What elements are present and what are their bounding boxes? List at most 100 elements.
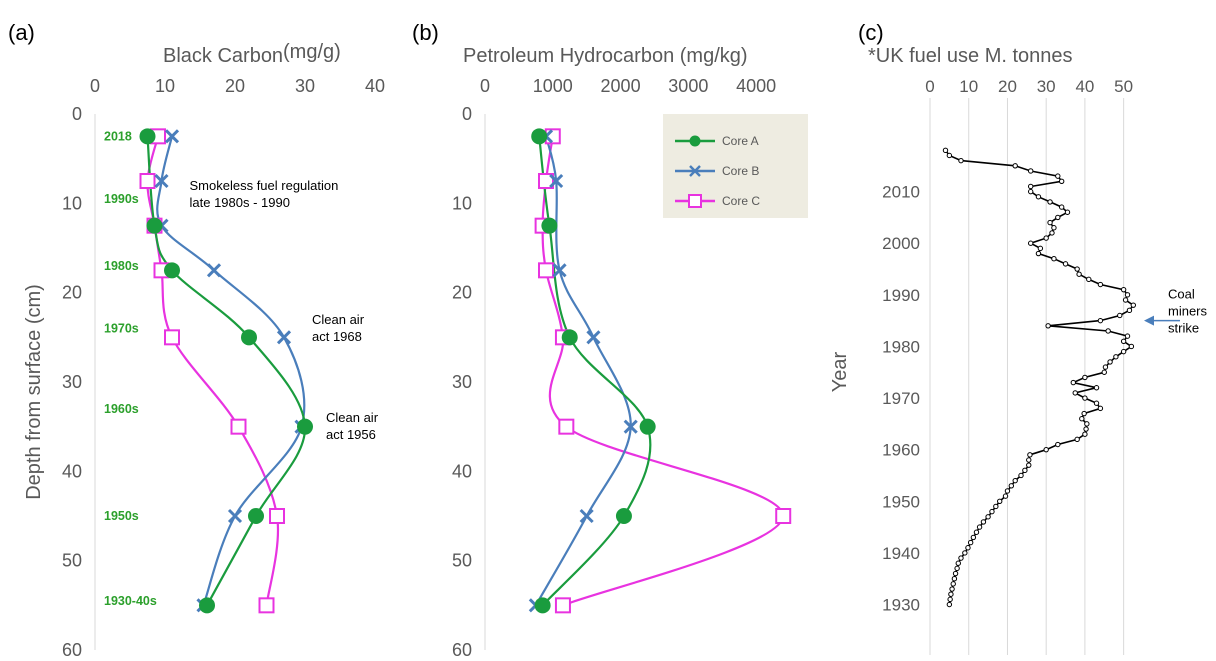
legend-marker — [688, 194, 702, 208]
panel-b-point — [775, 508, 792, 524]
panel-a-era-labels: 2018 1990s 1980s 1970s 1960s 1950s 1930-40s — [104, 129, 157, 608]
panel-c-point — [1026, 457, 1032, 463]
panel-b-point — [639, 418, 656, 435]
panel-c-point — [1081, 410, 1087, 417]
panel-c-point — [1055, 173, 1061, 179]
panel-c-point — [951, 576, 958, 582]
panel-a-x-ticks: 0 10 20 30 40 — [90, 76, 385, 96]
panel-c-point — [1102, 364, 1109, 370]
legend-marker — [689, 135, 701, 147]
panel-c-point — [949, 586, 955, 592]
panel-b-series-line — [534, 136, 632, 606]
panel-c-y-tick-label: 1980 — [882, 337, 920, 356]
panel-a-point — [258, 597, 275, 614]
panel-c-point — [1074, 266, 1080, 272]
panel-a-era-label: 1970s — [104, 321, 139, 335]
panel-b-x-tick-label: 2000 — [601, 76, 641, 96]
panel-c-annotations: Coal miners strike — [1144, 287, 1208, 336]
panel-c-point — [1043, 446, 1049, 453]
panel-b-x-tick-label: 3000 — [668, 76, 708, 96]
panel-b-point — [538, 262, 554, 279]
panel-b-y-tick-label: 0 — [462, 104, 472, 124]
panel-c-point — [1027, 188, 1034, 195]
panel-a-x-tick-label: 10 — [155, 76, 175, 96]
panel-c-point — [989, 508, 995, 515]
panel-c-point — [1097, 405, 1104, 412]
panel-b-y-tick-label: 10 — [452, 193, 472, 213]
panel-c-point — [1049, 230, 1055, 236]
panel-c-x-ticks: 0 10 20 30 40 50 — [925, 77, 1133, 96]
panel-b-y-tick-label: 20 — [452, 283, 472, 303]
panel-c-point — [965, 545, 971, 551]
panel-b-point — [541, 217, 558, 234]
panel-c-x-tick-label: 0 — [925, 77, 934, 96]
panel-c-point — [947, 596, 953, 603]
panel-c-point — [952, 570, 959, 577]
panel-c-point — [970, 534, 977, 541]
panel-c-y-tick-label: 2010 — [882, 183, 920, 202]
panel-c-point — [1082, 374, 1088, 381]
panel-c-point — [946, 152, 953, 159]
arrow-head-icon — [1144, 315, 1154, 326]
panel-b-y-tick-label: 40 — [452, 461, 472, 481]
panel-b-y-tick-label: 30 — [452, 372, 472, 392]
panel-c-point — [1055, 214, 1061, 221]
panel-c-point — [1043, 235, 1049, 241]
panel-c-point — [954, 565, 960, 572]
panel-a-series — [139, 128, 313, 614]
panel-c-point — [948, 591, 954, 597]
panel-c-point — [1027, 240, 1034, 246]
panel-c-point — [1022, 467, 1028, 474]
panel-a-y-tick-label: 60 — [62, 640, 82, 660]
panel-c-point — [1113, 354, 1119, 360]
panel-b-point — [534, 597, 551, 614]
panel-c-point — [967, 539, 974, 546]
panel-c-point — [1026, 462, 1032, 468]
panel-a-y-tick-label: 30 — [62, 372, 82, 392]
panel-a-title-unit: (mg/g) — [283, 41, 341, 63]
panel-c-x-tick-label: 10 — [959, 77, 978, 96]
panel-a-point — [241, 329, 257, 346]
panel-a-y-tick-label: 10 — [62, 193, 82, 213]
panel-b-petroleum-hydrocarbon: (b) Petroleum Hydrocarbon (mg/kg) 0 1000 2… — [412, 20, 808, 660]
panel-a-era-label: 1950s — [104, 509, 139, 523]
panel-a-point — [227, 508, 243, 524]
panel-c-point — [955, 560, 961, 566]
panel-a-y-ticks: 0 10 20 30 40 50 60 — [62, 104, 82, 660]
panel-c-point — [1107, 359, 1113, 365]
panel-c-point — [1047, 199, 1053, 205]
panel-c-point — [985, 514, 991, 520]
panel-a-point — [297, 418, 313, 435]
panel-a-y-tick-label: 0 — [72, 104, 82, 124]
panel-c-point — [1083, 426, 1089, 432]
panel-c-point — [980, 519, 987, 525]
panel-c-y-axis-title: Year — [829, 351, 851, 392]
panel-c-point — [1093, 385, 1100, 391]
panel-a-title: Black Carbon — [163, 45, 283, 67]
panel-a-x-tick-label: 40 — [365, 76, 385, 96]
panel-b-point — [552, 263, 567, 278]
panel-c-point — [1120, 338, 1127, 344]
panel-a-era-label: 1960s — [104, 402, 139, 416]
panel-b-x-tick-label: 1000 — [533, 76, 573, 96]
panel-c-point — [1082, 431, 1088, 437]
panel-c-point — [1064, 209, 1071, 215]
panel-b-point — [579, 508, 594, 524]
panel-c-point — [1037, 245, 1044, 252]
panel-c-point — [1120, 286, 1127, 293]
panel-c-point — [1117, 312, 1123, 319]
panel-b-point — [558, 418, 575, 435]
panel-c-point — [1072, 390, 1078, 396]
panel-c-x-tick-label: 50 — [1114, 77, 1133, 96]
panel-c-point — [958, 555, 964, 561]
panel-c-point — [1082, 395, 1088, 401]
panel-c-point — [1008, 483, 1015, 489]
panel-c-point — [962, 550, 968, 556]
panel-b-point — [538, 173, 554, 189]
panel-c-point — [946, 601, 953, 608]
panel-c-y-tick-label: 2000 — [882, 234, 920, 253]
panel-c-y-tick-label: 1990 — [882, 286, 920, 305]
panel-b-point — [623, 419, 638, 434]
panel-b-title: Petroleum Hydrocarbon (mg/kg) — [463, 45, 748, 67]
panel-b-label: (b) — [412, 20, 439, 45]
